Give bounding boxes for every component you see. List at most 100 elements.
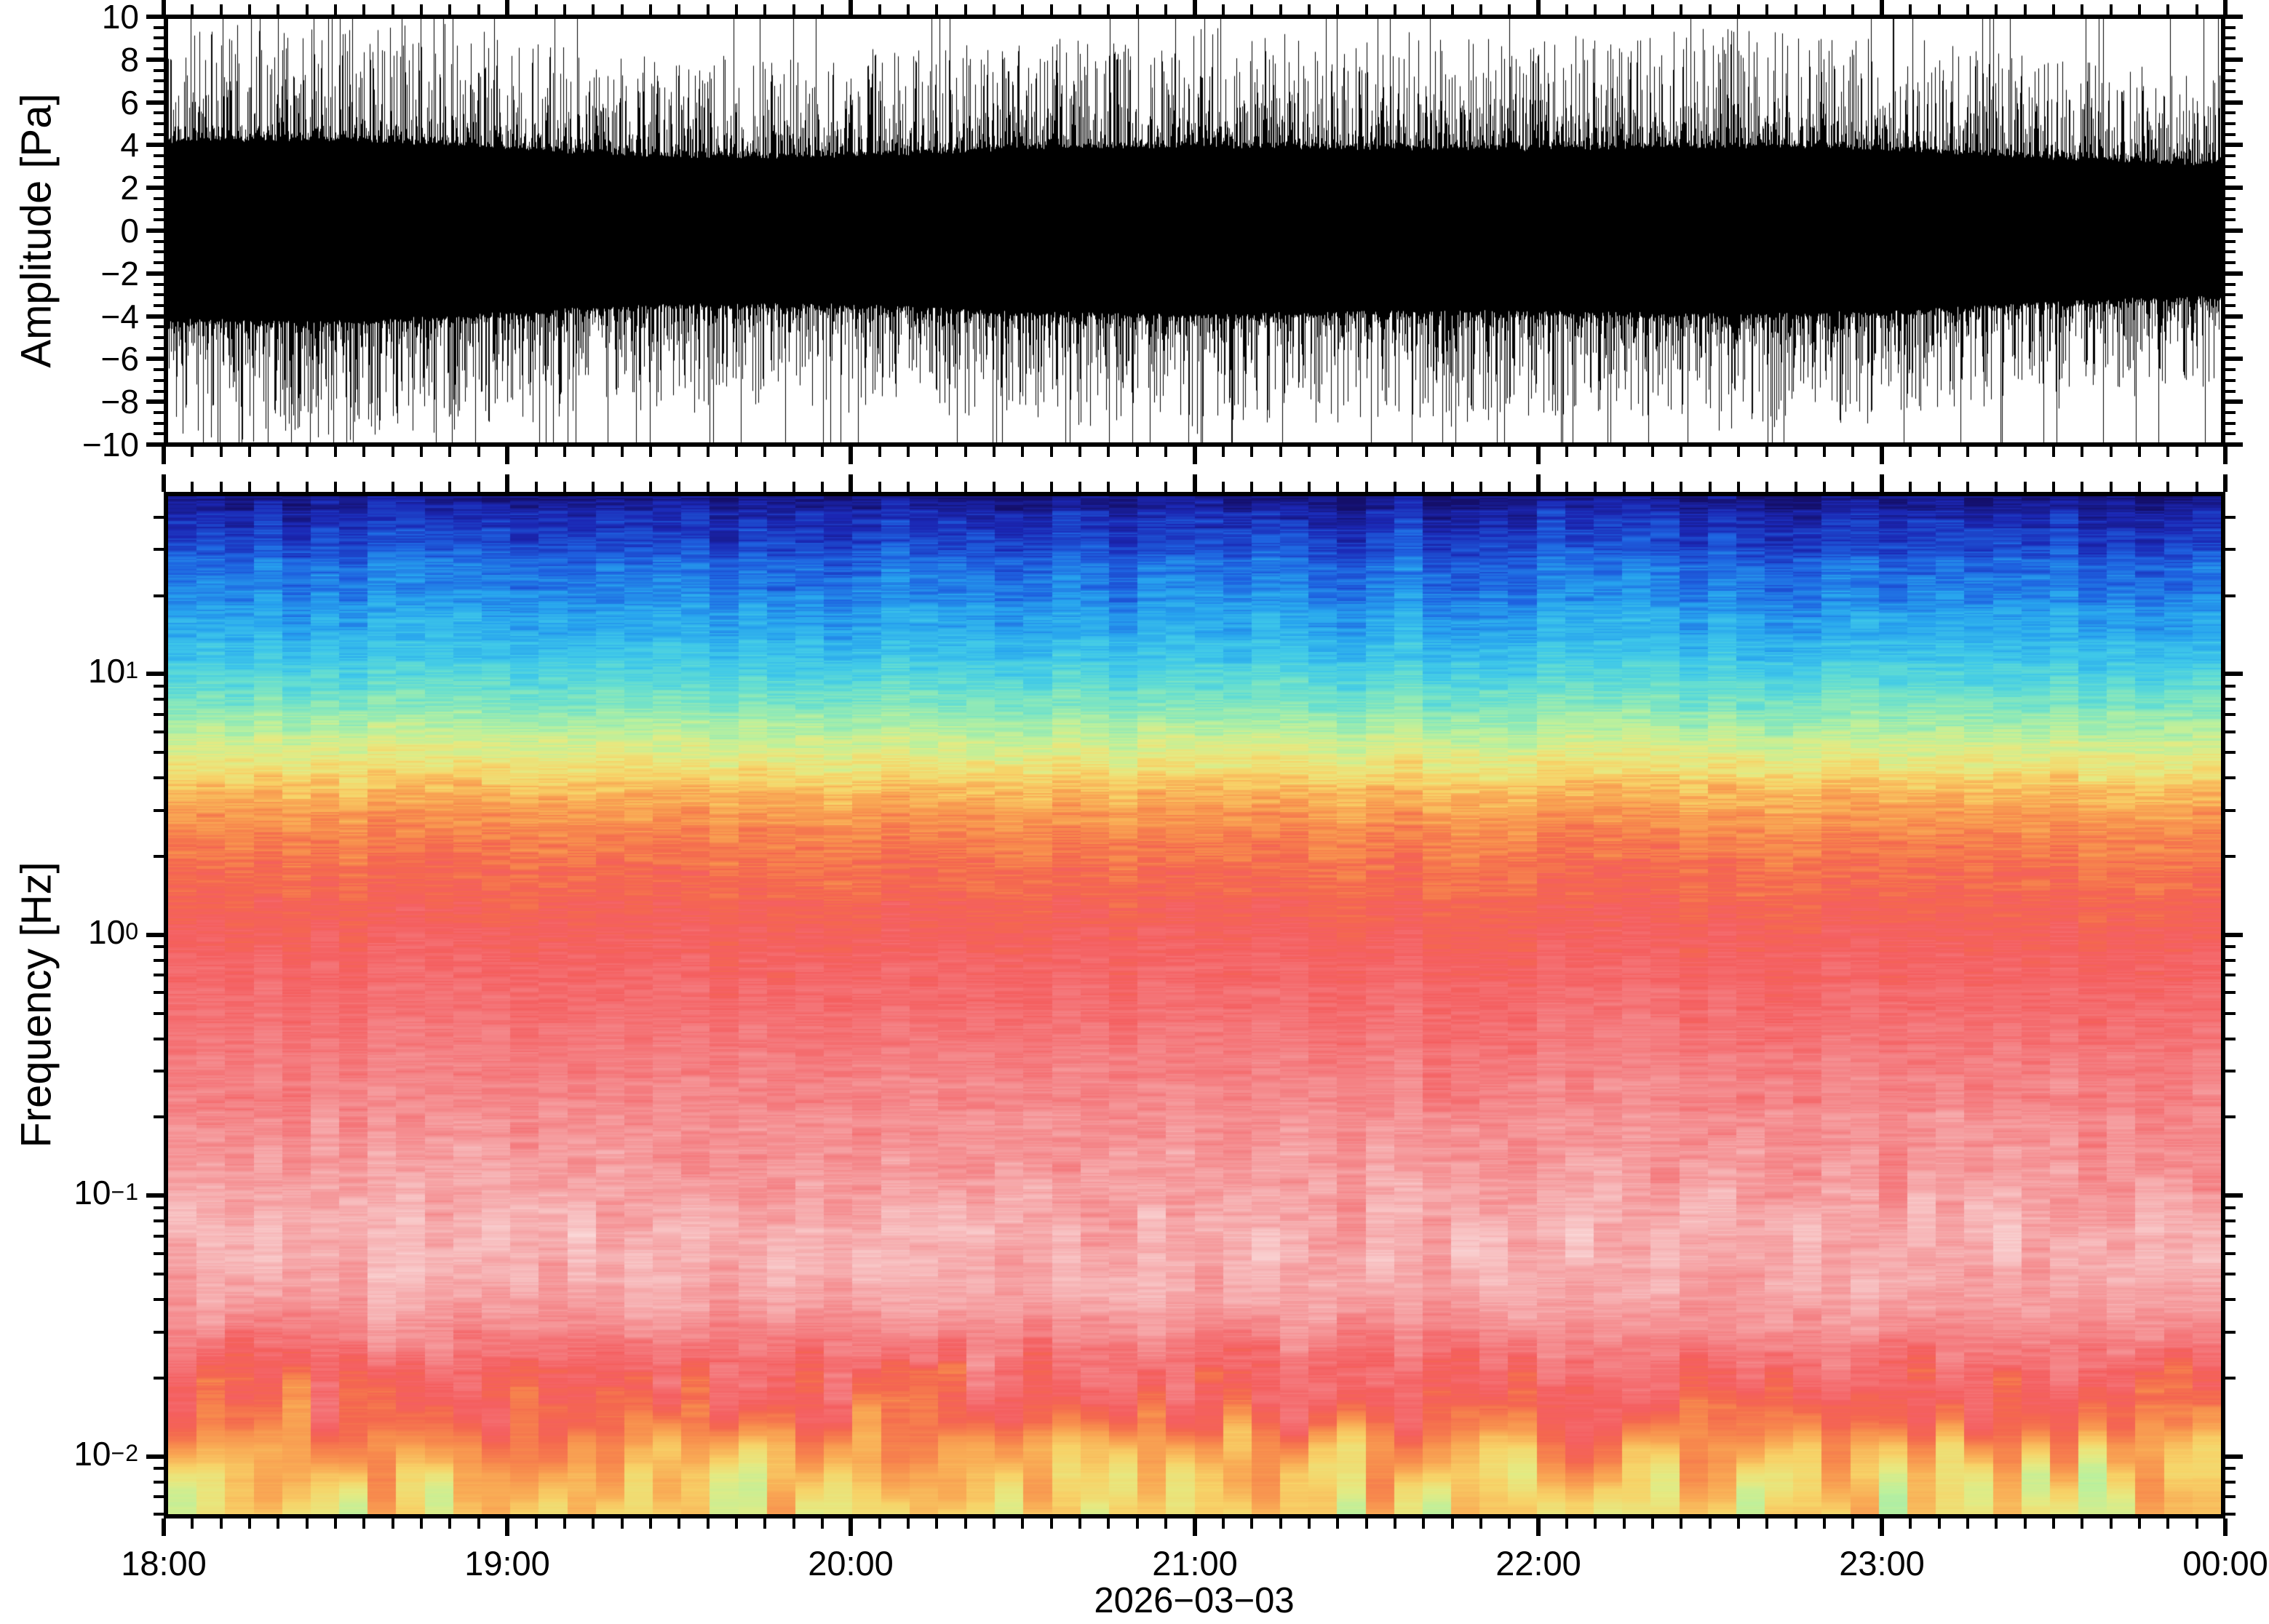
frequency-minor-tick — [2225, 776, 2236, 779]
amplitude-minor-tick — [154, 368, 164, 371]
amplitude-minor-tick — [2225, 379, 2236, 382]
x-minor-tick — [677, 1518, 680, 1529]
amplitude-minor-tick — [2225, 368, 2236, 371]
amplitude-tick-label: −6 — [100, 340, 139, 378]
x-minor-tick — [306, 1518, 309, 1529]
frequency-minor-tick — [2225, 1467, 2236, 1470]
amplitude-major-tick — [2225, 442, 2243, 447]
x-minor-tick — [1851, 447, 1854, 457]
x-minor-tick — [1737, 4, 1740, 15]
amplitude-major-tick — [146, 143, 164, 147]
x-minor-tick — [1222, 4, 1225, 15]
x-minor-tick — [1966, 1518, 1969, 1529]
x-minor-tick — [1508, 4, 1511, 15]
x-minor-tick — [1222, 1518, 1225, 1529]
frequency-minor-tick — [2225, 713, 2236, 716]
x-minor-tick — [2052, 4, 2055, 15]
x-minor-tick — [935, 447, 938, 457]
x-minor-tick — [563, 1518, 566, 1529]
x-minor-tick — [277, 4, 279, 15]
x-major-tick — [1193, 1518, 1197, 1536]
amplitude-major-tick — [146, 57, 164, 62]
x-minor-tick — [248, 447, 251, 457]
x-minor-tick — [677, 482, 680, 492]
frequency-minor-tick — [154, 1012, 164, 1015]
x-major-tick — [849, 1518, 853, 1536]
x-minor-tick — [563, 447, 566, 457]
amplitude-minor-tick — [154, 293, 164, 296]
x-minor-tick — [392, 4, 394, 15]
frequency-minor-tick — [154, 776, 164, 779]
amplitude-major-tick — [146, 314, 164, 319]
x-minor-tick — [821, 482, 824, 492]
amplitude-minor-tick — [2225, 176, 2236, 179]
x-major-tick — [1880, 1518, 1884, 1536]
x-minor-tick — [1737, 1518, 1740, 1529]
x-minor-tick — [649, 4, 652, 15]
frequency-minor-tick — [2225, 731, 2236, 733]
x-minor-tick — [707, 4, 710, 15]
x-minor-tick — [2196, 482, 2198, 492]
x-minor-tick — [2138, 447, 2141, 457]
frequency-minor-tick — [154, 1252, 164, 1255]
amplitude-minor-tick — [154, 250, 164, 253]
x-minor-tick — [362, 4, 365, 15]
amplitude-major-tick — [2225, 15, 2243, 19]
x-minor-tick — [878, 482, 881, 492]
x-major-tick — [1880, 0, 1884, 15]
x-minor-tick — [191, 4, 194, 15]
x-major-tick — [162, 0, 166, 15]
frequency-minor-tick — [154, 1273, 164, 1275]
x-minor-tick — [621, 4, 624, 15]
x-minor-tick — [707, 447, 710, 457]
x-minor-tick — [1107, 4, 1110, 15]
frequency-major-tick — [146, 933, 164, 937]
x-minor-tick — [2196, 1518, 2198, 1529]
x-minor-tick — [1508, 447, 1511, 457]
x-minor-tick — [907, 1518, 910, 1529]
x-minor-tick — [592, 4, 595, 15]
x-minor-tick — [1250, 4, 1253, 15]
x-minor-tick — [2196, 447, 2198, 457]
amplitude-minor-tick — [154, 411, 164, 414]
x-major-tick — [1880, 474, 1884, 492]
x-minor-tick — [1164, 447, 1167, 457]
x-major-tick — [2223, 474, 2228, 492]
frequency-minor-tick — [154, 1298, 164, 1301]
spectrogram-panel — [164, 492, 2225, 1518]
amplitude-major-tick — [146, 399, 164, 404]
amplitude-minor-tick — [154, 26, 164, 29]
x-minor-tick — [2024, 1518, 2027, 1529]
x-minor-tick — [1594, 482, 1597, 492]
x-major-tick — [1536, 0, 1541, 15]
x-minor-tick — [1709, 1518, 1712, 1529]
frequency-minor-tick — [2225, 698, 2236, 701]
x-minor-tick — [649, 1518, 652, 1529]
x-minor-tick — [1422, 447, 1425, 457]
frequency-minor-tick — [154, 1219, 164, 1222]
x-minor-tick — [1765, 4, 1768, 15]
x-minor-tick — [1136, 4, 1139, 15]
x-minor-tick — [1250, 482, 1253, 492]
x-minor-tick — [1164, 4, 1167, 15]
x-minor-tick — [821, 447, 824, 457]
x-minor-tick — [907, 447, 910, 457]
x-tick-label: 19:00 — [464, 1544, 550, 1583]
frequency-major-tick — [146, 1454, 164, 1459]
x-minor-tick — [277, 482, 279, 492]
amplitude-minor-tick — [2225, 432, 2236, 435]
amplitude-major-tick — [146, 442, 164, 447]
frequency-minor-tick — [2225, 594, 2236, 597]
x-minor-tick — [592, 1518, 595, 1529]
x-minor-tick — [2081, 482, 2083, 492]
x-minor-tick — [1709, 4, 1712, 15]
x-minor-tick — [935, 4, 938, 15]
x-minor-tick — [1422, 1518, 1425, 1529]
x-minor-tick — [277, 1518, 279, 1529]
x-minor-tick — [792, 482, 795, 492]
x-minor-tick — [1823, 447, 1826, 457]
frequency-minor-tick — [2225, 1235, 2236, 1238]
frequency-minor-tick — [2225, 855, 2236, 858]
x-minor-tick — [1365, 4, 1368, 15]
frequency-minor-tick — [154, 959, 164, 962]
